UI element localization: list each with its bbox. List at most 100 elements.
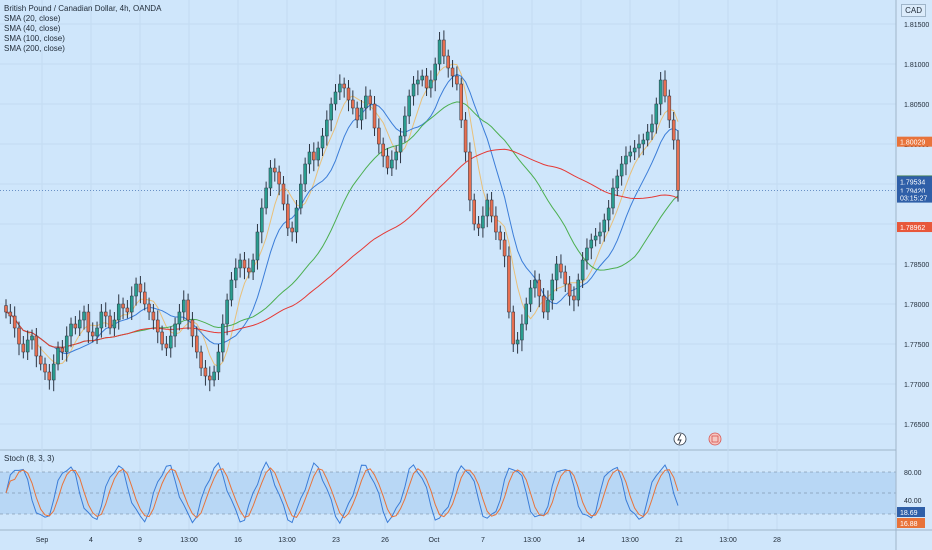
legend-sma40: SMA (40, close) bbox=[4, 24, 61, 33]
candle-body bbox=[463, 119, 468, 153]
candle-body bbox=[589, 239, 594, 249]
time-tick-label: 28 bbox=[773, 537, 781, 544]
candle-body bbox=[602, 219, 607, 233]
candle-body bbox=[247, 267, 251, 273]
candle-body bbox=[47, 371, 52, 381]
stoch-tick-label: 40.00 bbox=[904, 498, 922, 505]
candle-body bbox=[273, 167, 277, 173]
stoch-value-text: 18.69 bbox=[900, 510, 918, 517]
candle-body bbox=[281, 183, 286, 205]
candle-body bbox=[234, 267, 238, 281]
candle-body bbox=[38, 355, 43, 365]
candle-body bbox=[160, 331, 164, 345]
candle-body bbox=[429, 79, 433, 89]
candle-body bbox=[138, 283, 143, 293]
sma-line bbox=[5, 101, 679, 348]
candle-body bbox=[455, 75, 459, 85]
candle-body bbox=[372, 103, 377, 129]
time-tick-label: 4 bbox=[89, 537, 93, 544]
price-label-text: 03:15:27 bbox=[900, 196, 927, 203]
candle-body bbox=[632, 147, 637, 153]
candle-body bbox=[572, 295, 576, 301]
price-tick-label: 1.77000 bbox=[904, 382, 929, 389]
candle-body bbox=[82, 311, 86, 321]
time-tick-label: 13:00 bbox=[719, 537, 737, 544]
stoch-tick-label: 80.00 bbox=[904, 470, 922, 477]
stochastic-panel bbox=[0, 461, 896, 525]
candle-body bbox=[390, 159, 394, 169]
grid bbox=[0, 0, 896, 530]
candle-body bbox=[619, 163, 624, 177]
candle-body bbox=[17, 327, 21, 345]
candle-body bbox=[60, 347, 65, 353]
time-tick-label: Oct bbox=[429, 537, 440, 544]
candle-body bbox=[325, 119, 329, 137]
candle-body bbox=[385, 155, 390, 169]
candle-body bbox=[168, 335, 173, 349]
candle-body bbox=[381, 143, 385, 157]
time-tick-label: 21 bbox=[675, 537, 683, 544]
moving-averages bbox=[5, 63, 679, 368]
candle-body bbox=[663, 79, 667, 97]
candle-body bbox=[442, 39, 446, 57]
calendar-event-icon[interactable] bbox=[708, 432, 722, 446]
candle-body bbox=[294, 207, 299, 233]
time-tick-label: 13:00 bbox=[278, 537, 296, 544]
price-axis[interactable]: 1.815001.810001.805001.800001.795001.790… bbox=[895, 0, 932, 550]
candle-body bbox=[407, 95, 411, 117]
candle-body bbox=[186, 299, 190, 321]
candle-body bbox=[671, 119, 676, 141]
candle-body bbox=[637, 143, 641, 149]
candle-body bbox=[433, 63, 437, 81]
candle-body bbox=[658, 79, 663, 105]
candle-body bbox=[225, 299, 229, 325]
candle-body bbox=[403, 115, 407, 137]
currency-button[interactable]: CAD bbox=[901, 4, 926, 17]
candle-body bbox=[134, 283, 138, 297]
time-tick-label: 26 bbox=[381, 537, 389, 544]
candle-body bbox=[116, 303, 121, 321]
candle-body bbox=[195, 335, 199, 353]
candle-body bbox=[333, 91, 338, 105]
candle-body bbox=[346, 87, 351, 101]
time-tick-label: 9 bbox=[138, 537, 142, 544]
candle-body bbox=[255, 231, 260, 261]
candle-body bbox=[56, 347, 60, 365]
candle-body bbox=[437, 39, 442, 65]
candle-body bbox=[342, 83, 346, 89]
price-tick-label: 1.81000 bbox=[904, 62, 929, 69]
candle-body bbox=[208, 375, 212, 381]
flash-event-icon[interactable] bbox=[673, 432, 687, 446]
candle-body bbox=[99, 311, 104, 329]
candle-body bbox=[654, 103, 659, 125]
candle-body bbox=[238, 259, 242, 269]
price-tick-label: 1.76500 bbox=[904, 422, 929, 429]
candle-body bbox=[264, 187, 268, 209]
candle-body bbox=[554, 263, 559, 281]
candle-body bbox=[182, 299, 186, 313]
candle-body bbox=[229, 279, 234, 301]
candle-body bbox=[485, 199, 489, 217]
candle-body bbox=[69, 323, 73, 337]
candle-body bbox=[125, 307, 130, 313]
candle-body bbox=[242, 259, 247, 269]
candle-body bbox=[303, 163, 307, 185]
candle-body bbox=[424, 75, 429, 89]
candle-body bbox=[667, 95, 672, 121]
legend-sma20: SMA (20, close) bbox=[4, 14, 61, 23]
time-axis[interactable]: Sep 4 9 13:00 16 13:00 23 26 Oct 7 13:00 14 13:00 21 1… bbox=[0, 529, 932, 544]
candle-body bbox=[559, 263, 563, 273]
candle-body bbox=[650, 123, 654, 133]
candle-body bbox=[73, 323, 78, 329]
legend-sma200: SMA (200, close) bbox=[4, 44, 65, 53]
candle-body bbox=[121, 303, 125, 309]
candle-body bbox=[585, 247, 589, 261]
candle-body bbox=[377, 127, 381, 145]
time-tick-label: 13:00 bbox=[523, 537, 541, 544]
candle-body bbox=[286, 203, 290, 229]
candle-body bbox=[507, 255, 511, 313]
candle-body bbox=[86, 311, 91, 333]
price-label-text: 1.78962 bbox=[900, 225, 925, 232]
candle-body bbox=[203, 367, 208, 377]
